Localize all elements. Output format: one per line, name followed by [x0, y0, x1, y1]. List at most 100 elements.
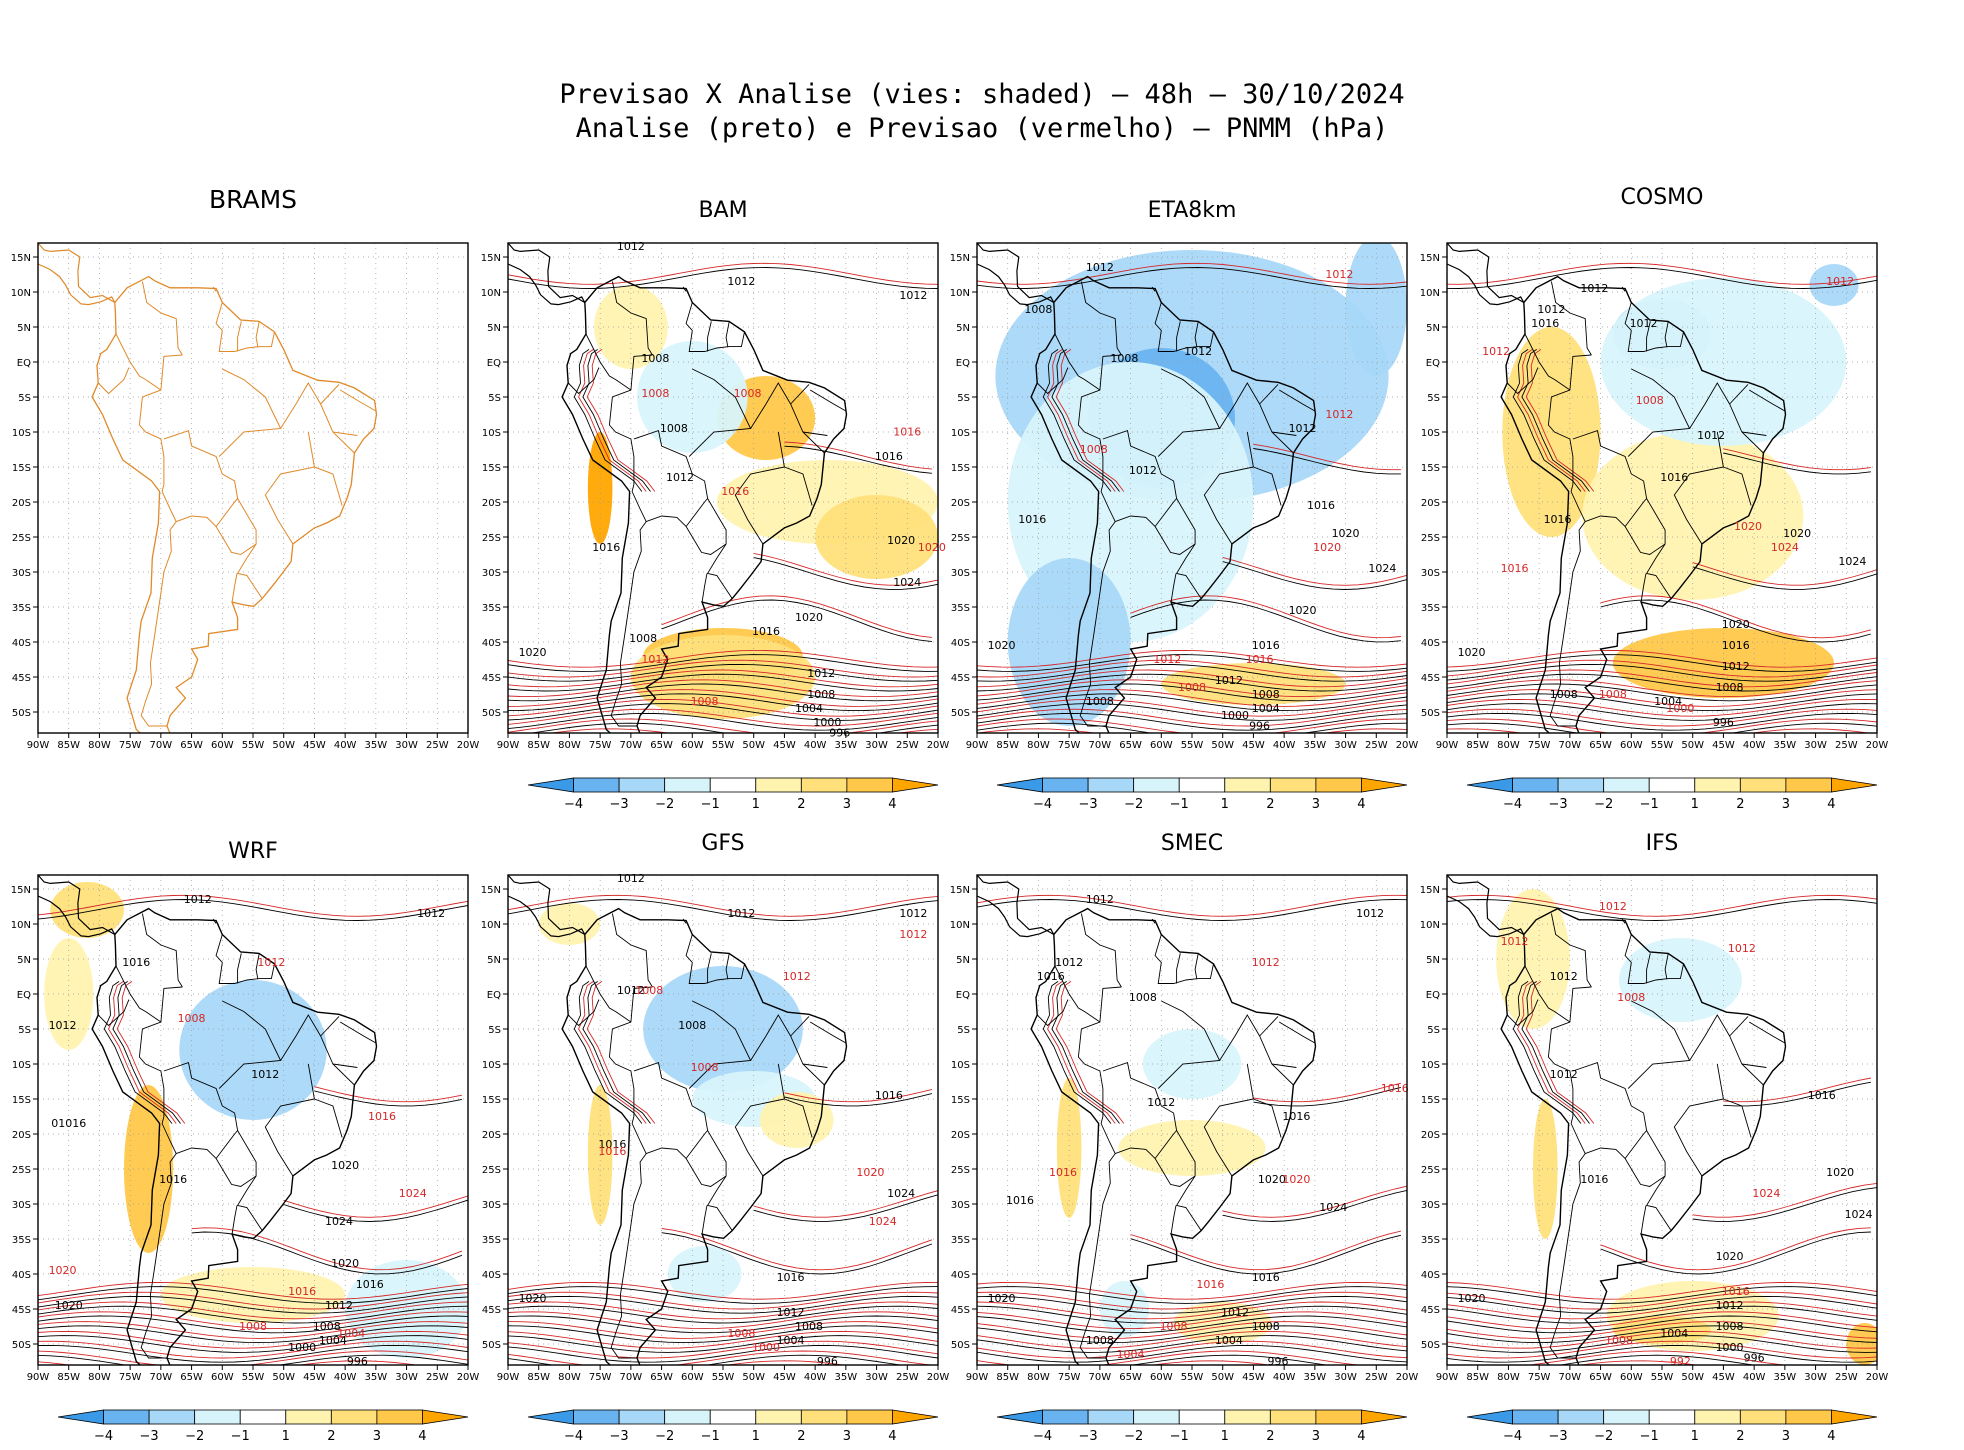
analysis-isobar [1447, 1344, 1877, 1363]
forecast-isobar [977, 1301, 1407, 1320]
bias-patch [1809, 264, 1859, 306]
island [1621, 918, 1626, 924]
forecast-isobar [508, 708, 938, 727]
analysis-isobar [1447, 703, 1877, 721]
analysis-isobar [508, 1354, 903, 1365]
analysis-contour-label: 1016 [356, 1278, 384, 1291]
x-tick-label: 80W [88, 1372, 111, 1383]
border [1664, 322, 1669, 348]
border [784, 1098, 813, 1138]
analysis-isobar [1447, 1325, 1877, 1344]
forecast-contour-label: 1008 [178, 1012, 206, 1025]
forecast-isobar [191, 1227, 463, 1271]
forecast-contour-label: 1012 [1599, 900, 1627, 913]
colorbar-swatch [1315, 1409, 1362, 1425]
x-tick-label: 20W [1396, 740, 1419, 751]
colorbar-label: −4 [1503, 797, 1522, 812]
border [1664, 954, 1669, 980]
y-tick-label: 30S [1421, 568, 1440, 579]
analysis-contour-label: 1000 [813, 716, 841, 729]
y-tick-label: 15S [1421, 1095, 1440, 1106]
x-tick-label: 80W [558, 1372, 581, 1383]
x-tick-label: 25W [1835, 740, 1858, 751]
analysis-contour-label: 1012 [1697, 429, 1725, 442]
colorbar-swatch [996, 1409, 1043, 1425]
analysis-contour-label: 1016 [122, 956, 150, 969]
analysis-contour-label: 1020 [1783, 527, 1811, 540]
y-tick-label: 35S [12, 603, 31, 614]
colorbar-swatch [1133, 1409, 1180, 1425]
y-tick-label: 40S [1421, 1270, 1440, 1281]
x-tick-label: 60W [211, 740, 234, 751]
colorbar-swatch [1133, 777, 1180, 793]
analysis-contour-label: 1012 [1356, 907, 1384, 920]
y-tick-label: 35S [482, 603, 501, 614]
x-tick-label: 80W [1497, 1372, 1520, 1383]
coastline [977, 895, 1055, 938]
x-tick-label: 40W [1273, 740, 1296, 751]
analysis-contour-label: 1004 [319, 1334, 347, 1347]
analysis-isobar [1600, 599, 1872, 643]
colorbar-label: −2 [1124, 1429, 1143, 1444]
analysis-isobar [38, 1325, 468, 1344]
border [1036, 999, 1069, 1027]
forecast-isobar [977, 728, 1407, 733]
forecast-contour-label: 1016 [1722, 1285, 1750, 1298]
x-tick-label: 75W [1058, 1372, 1081, 1383]
colorbar-swatch [1466, 1409, 1513, 1425]
analysis-contour-label: 1020 [519, 646, 547, 659]
colorbar-swatch [846, 777, 893, 793]
island [178, 233, 188, 234]
forecast-isobar [1130, 1230, 1402, 1271]
forecast-isobar [1524, 1350, 1877, 1365]
colorbar-label: −1 [1640, 1429, 1659, 1444]
analysis-contour-label: 1012 [49, 1019, 77, 1032]
coastline [1447, 895, 1525, 938]
analysis-contour-label: 1012 [617, 872, 645, 885]
y-tick-label: 20S [482, 498, 501, 509]
forecast-contour-label: 1020 [1282, 1173, 1310, 1186]
analysis-contour-label: 1004 [1654, 695, 1682, 708]
island [582, 236, 593, 242]
x-tick-label: 55W [242, 740, 265, 751]
x-tick-label: 60W [1620, 740, 1643, 751]
x-tick-label: 65W [1119, 740, 1142, 751]
x-tick-label: 20W [1866, 740, 1889, 751]
colorbar-label: 2 [1736, 1429, 1744, 1444]
analysis-contour-label: 1008 [1716, 681, 1744, 694]
analysis-contour-label: 1016 [1544, 513, 1572, 526]
colorbar-label: 4 [1357, 1429, 1365, 1444]
analysis-contour-label: 1020 [1826, 1166, 1854, 1179]
coastline [91, 907, 378, 1365]
andes-isobar [1517, 981, 1586, 1124]
y-tick-label: 25S [12, 533, 31, 544]
border [1154, 934, 1214, 984]
analysis-contour-label: 996 [817, 1355, 838, 1368]
analysis-contour-label: 1024 [1845, 1208, 1873, 1221]
forecast-isobar [38, 1321, 468, 1339]
island [1117, 233, 1127, 234]
map-panel-ifs: 1012101610121016102010241020102010121008… [1420, 874, 1888, 1383]
forecast-contour-label: 1020 [1734, 520, 1762, 533]
analysis-isobar [1447, 683, 1877, 702]
colorbar-swatch [1178, 777, 1226, 793]
analysis-isobar [977, 683, 1407, 702]
colorbar-swatch [57, 1409, 104, 1425]
analysis-contour-label: 1024 [887, 1187, 915, 1200]
x-tick-label: 25W [896, 740, 919, 751]
y-tick-label: 5N [956, 955, 970, 966]
x-tick-label: 75W [119, 1372, 142, 1383]
x-tick-label: 65W [1589, 740, 1612, 751]
x-tick-label: 30W [865, 740, 888, 751]
forecast-isobar [38, 1301, 468, 1320]
x-tick-label: 20W [1396, 1372, 1419, 1383]
border [809, 1021, 847, 1044]
x-tick-label: 55W [1651, 740, 1674, 751]
map-panel-brams: 90W 85W 80W 75W 70W 65W 60W 55W 50W 45W 40W 35W 30W 2… [11, 242, 479, 751]
y-tick-label: 20S [1421, 498, 1440, 509]
border [1645, 1175, 1672, 1231]
coastline [38, 243, 116, 304]
colorbar-swatch [148, 1409, 196, 1425]
forecast-contour-label: 1012 [1501, 935, 1529, 948]
colorbar-swatch [1603, 777, 1650, 793]
